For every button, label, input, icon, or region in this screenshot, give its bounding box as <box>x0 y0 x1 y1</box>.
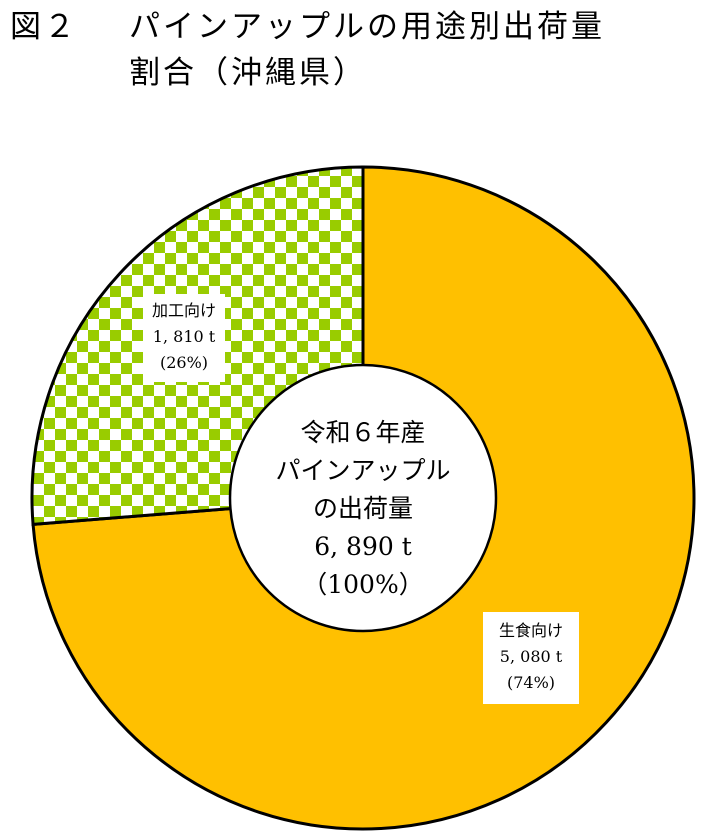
label-fresh-name: 生食向け <box>498 621 563 640</box>
center-line-5: （100%） <box>302 570 424 599</box>
label-fresh: 生食向け 5, 080 t (74%) <box>483 612 579 704</box>
title-line-1: パインアップルの用途別出荷量 <box>129 9 605 45</box>
center-line-3: の出荷量 <box>312 494 413 523</box>
label-processing-pct: (26%) <box>159 353 209 372</box>
label-processing: 加工向け 1, 810 t (26%) <box>143 294 225 382</box>
figure-number: 図２ <box>10 9 78 45</box>
title-line-2: 割合（沖縄県） <box>129 55 367 91</box>
center-line-4: 6, 890 t <box>314 532 412 561</box>
center-line-2: パインアップル <box>275 456 451 485</box>
label-fresh-value: 5, 080 t <box>499 647 563 666</box>
label-processing-value: 1, 810 t <box>152 327 216 346</box>
center-label: 令和６年産 パインアップル の出荷量 6, 890 t （100%） <box>243 414 483 604</box>
center-hole <box>228 363 498 633</box>
label-processing-name: 加工向け <box>151 301 216 320</box>
label-fresh-pct: (74%) <box>506 673 556 692</box>
chart-title: 図２ パインアップルの用途別出荷量 割合（沖縄県） <box>10 4 605 96</box>
center-line-1: 令和６年産 <box>300 418 426 447</box>
